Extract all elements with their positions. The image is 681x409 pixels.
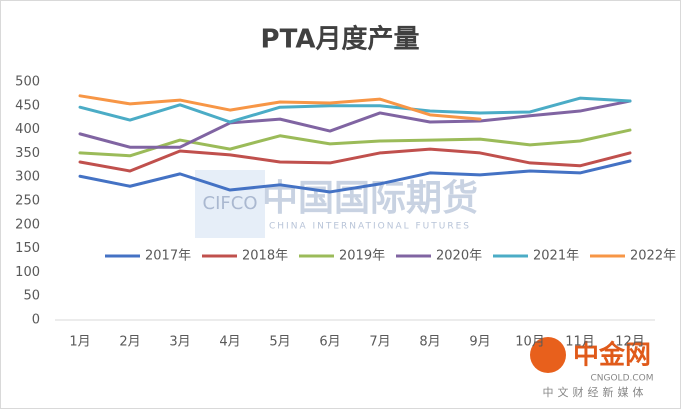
legend-label: 2018年 xyxy=(242,249,288,264)
series-line xyxy=(78,94,482,121)
legend-label: 2021年 xyxy=(533,249,579,264)
legend-label: 2017年 xyxy=(145,249,191,264)
watermark: 中金网 xyxy=(573,340,651,371)
series-line xyxy=(78,99,632,149)
x-tick-label: 7月 xyxy=(369,335,390,350)
x-tick-label: 9月 xyxy=(469,335,490,350)
series-line xyxy=(78,147,632,173)
x-tick-label: 8月 xyxy=(419,335,440,350)
legend-label: 2020年 xyxy=(436,249,482,264)
x-tick-label: 2月 xyxy=(119,335,140,350)
x-tick-label: 12月 xyxy=(615,335,645,350)
y-tick-label: 300 xyxy=(15,170,40,185)
y-tick-label: 0 xyxy=(32,313,40,328)
y-tick-label: 250 xyxy=(15,194,40,209)
watermark: CHINA INTERNATIONAL FUTURES xyxy=(269,222,471,232)
chart-title: PTA月度产量 xyxy=(261,24,420,55)
x-tick-label: 1月 xyxy=(69,335,90,350)
series-line xyxy=(78,128,632,158)
y-tick-label: 350 xyxy=(15,146,40,161)
series-line xyxy=(78,159,632,194)
y-tick-label: 450 xyxy=(15,98,40,113)
y-tick-label: 100 xyxy=(15,265,40,280)
x-tick-label: 10月 xyxy=(515,335,545,350)
y-tick-label: 500 xyxy=(15,75,40,90)
watermark: CIFCO xyxy=(203,193,258,214)
watermark: CNGOLD.COM xyxy=(590,374,653,384)
x-tick-label: 4月 xyxy=(219,335,240,350)
y-tick-label: 150 xyxy=(15,241,40,256)
x-tick-label: 11月 xyxy=(565,335,595,350)
y-tick-label: 400 xyxy=(15,122,40,137)
y-tick-label: 50 xyxy=(23,289,40,304)
series-line xyxy=(78,96,632,124)
y-tick-label: 200 xyxy=(15,217,40,232)
legend-label: 2019年 xyxy=(339,249,385,264)
x-tick-label: 3月 xyxy=(169,335,190,350)
x-tick-label: 5月 xyxy=(269,335,290,350)
x-tick-label: 6月 xyxy=(319,335,340,350)
watermark-logo xyxy=(530,337,566,373)
legend-label: 2022年 xyxy=(630,249,676,264)
watermark: 中文财经新媒体 xyxy=(543,385,648,399)
